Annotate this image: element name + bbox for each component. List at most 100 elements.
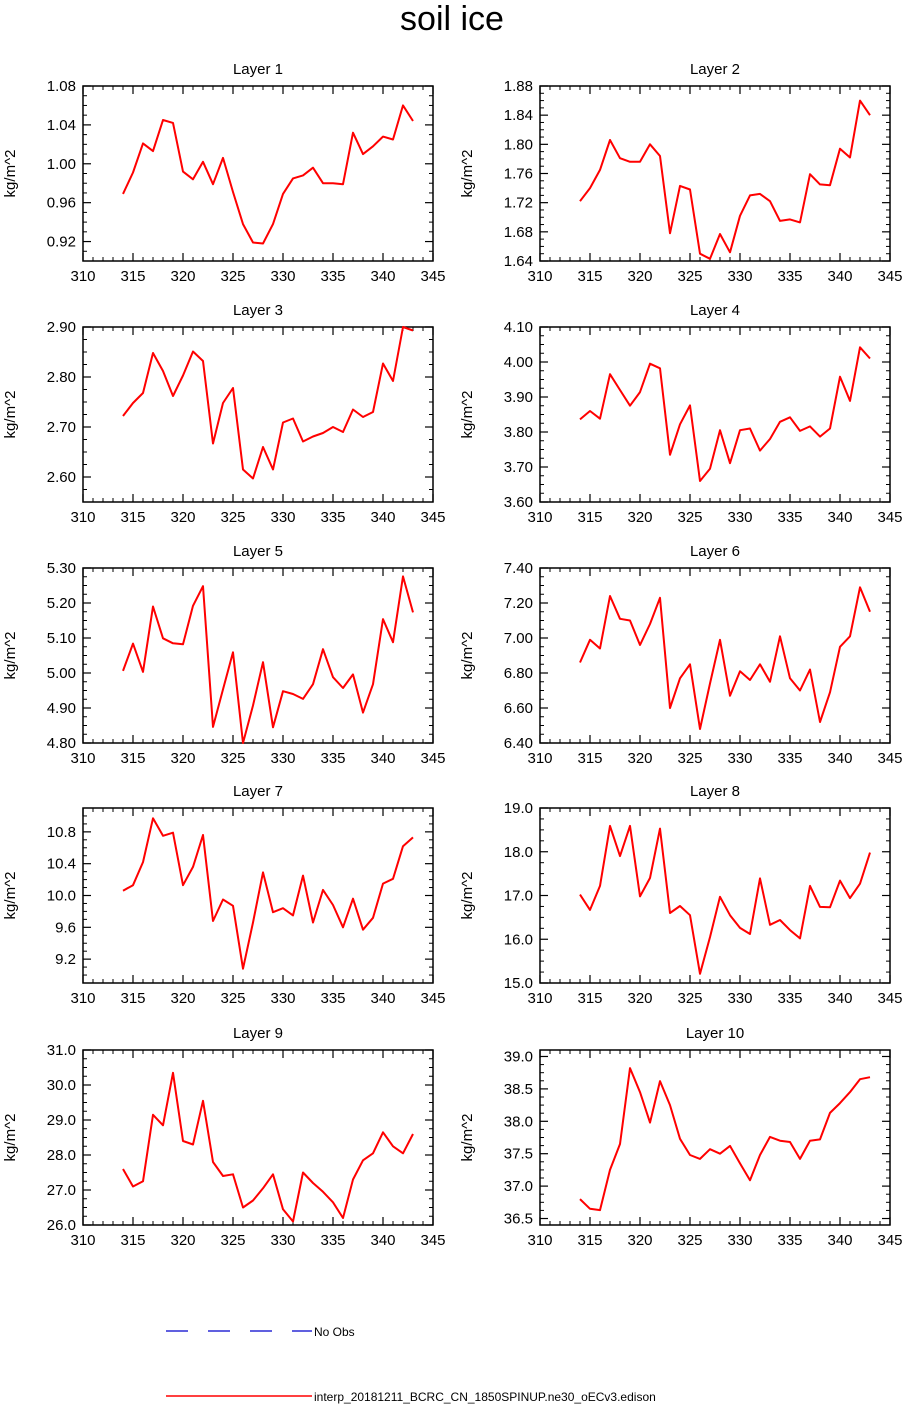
series-line bbox=[122, 1071, 414, 1223]
y-tick-label: 2.90 bbox=[47, 319, 76, 336]
x-tick-label: 320 bbox=[627, 509, 652, 526]
x-tick-label: 340 bbox=[827, 750, 852, 767]
y-tick-label: 39.0 bbox=[504, 1048, 533, 1065]
y-tick-label: 6.60 bbox=[504, 700, 533, 717]
series-line bbox=[579, 586, 871, 730]
x-tick-label: 310 bbox=[527, 509, 552, 526]
plot-frame bbox=[539, 85, 891, 262]
y-tick-label: 1.88 bbox=[504, 78, 533, 95]
page-title: soil ice bbox=[400, 0, 504, 38]
x-tick-label: 340 bbox=[370, 750, 395, 767]
series-line bbox=[122, 817, 414, 970]
y-tick-label: 5.20 bbox=[47, 595, 76, 612]
x-tick-label: 330 bbox=[727, 750, 752, 767]
x-tick-label: 310 bbox=[70, 268, 95, 285]
x-tick-label: 325 bbox=[220, 268, 245, 285]
x-tick-label: 340 bbox=[827, 268, 852, 285]
x-tick-label: 310 bbox=[527, 268, 552, 285]
x-tick-label: 330 bbox=[270, 750, 295, 767]
x-tick-label: 335 bbox=[777, 750, 802, 767]
x-tick-label: 340 bbox=[827, 1232, 852, 1249]
panel-title: Layer 6 bbox=[690, 543, 740, 560]
y-axis-label: kg/m^2 bbox=[459, 872, 476, 920]
y-tick-label: 1.64 bbox=[504, 253, 533, 270]
x-tick-label: 320 bbox=[627, 750, 652, 767]
x-tick-label: 345 bbox=[877, 990, 902, 1007]
chart-panels: Layer 1 kg/m^2 310 315 320 325 330 335 340 345 0.9… bbox=[2, 61, 903, 1249]
x-tick-label: 315 bbox=[120, 990, 145, 1007]
y-tick-label: 3.90 bbox=[504, 389, 533, 406]
x-tick-label: 315 bbox=[120, 509, 145, 526]
x-tick-label: 325 bbox=[677, 750, 702, 767]
x-tick-label: 315 bbox=[120, 268, 145, 285]
y-axis-label: kg/m^2 bbox=[2, 1114, 19, 1162]
panel-title: Layer 8 bbox=[690, 783, 740, 800]
x-tick-label: 335 bbox=[320, 1232, 345, 1249]
x-tick-label: 315 bbox=[577, 750, 602, 767]
x-tick-label: 310 bbox=[70, 750, 95, 767]
x-tick-label: 320 bbox=[627, 268, 652, 285]
y-tick-label: 38.0 bbox=[504, 1113, 533, 1130]
y-tick-label: 18.0 bbox=[504, 844, 533, 861]
y-tick-label: 0.92 bbox=[47, 234, 76, 251]
plot-frame bbox=[539, 326, 891, 503]
panel-title: Layer 3 bbox=[233, 302, 283, 319]
x-tick-label: 335 bbox=[777, 990, 802, 1007]
x-tick-label: 345 bbox=[420, 509, 445, 526]
y-tick-label: 9.2 bbox=[55, 951, 76, 968]
y-tick-label: 16.0 bbox=[504, 931, 533, 948]
x-tick-label: 335 bbox=[320, 268, 345, 285]
x-tick-label: 320 bbox=[170, 509, 195, 526]
y-tick-label: 6.80 bbox=[504, 665, 533, 682]
legend: No Obs interp_20181211_BCRC_CN_1850SPINU… bbox=[166, 1325, 656, 1404]
y-tick-label: 4.00 bbox=[504, 354, 533, 371]
x-tick-label: 315 bbox=[120, 1232, 145, 1249]
x-tick-label: 320 bbox=[170, 268, 195, 285]
chart-panel: Layer 6 kg/m^2 310 315 320 325 330 335 340 345 6.4… bbox=[459, 543, 903, 767]
x-tick-label: 315 bbox=[577, 990, 602, 1007]
plot-frame bbox=[82, 85, 434, 262]
x-tick-label: 345 bbox=[420, 750, 445, 767]
chart-panel: Layer 10 kg/m^2 310 315 320 325 330 335 340 345 36… bbox=[459, 1025, 903, 1249]
x-tick-label: 335 bbox=[777, 1232, 802, 1249]
x-tick-label: 330 bbox=[270, 990, 295, 1007]
y-tick-label: 6.40 bbox=[504, 735, 533, 752]
x-tick-label: 310 bbox=[527, 1232, 552, 1249]
y-tick-label: 36.5 bbox=[504, 1211, 533, 1228]
x-tick-label: 335 bbox=[777, 268, 802, 285]
y-axis-label: kg/m^2 bbox=[459, 391, 476, 439]
y-axis-label: kg/m^2 bbox=[2, 150, 19, 198]
y-tick-label: 4.10 bbox=[504, 319, 533, 336]
y-tick-label: 31.0 bbox=[47, 1042, 76, 1059]
y-axis-label: kg/m^2 bbox=[2, 872, 19, 920]
x-tick-label: 335 bbox=[777, 509, 802, 526]
y-tick-label: 1.04 bbox=[47, 117, 76, 134]
series-line bbox=[579, 1067, 871, 1212]
y-tick-label: 4.90 bbox=[47, 700, 76, 717]
panel-title: Layer 10 bbox=[686, 1025, 744, 1042]
legend-model-label: interp_20181211_BCRC_CN_1850SPINUP.ne30_… bbox=[314, 1390, 656, 1404]
y-tick-label: 0.96 bbox=[47, 195, 76, 212]
chart-panel: Layer 3 kg/m^2 310 315 320 325 330 335 340 345 2.6… bbox=[2, 302, 446, 526]
y-tick-label: 7.40 bbox=[504, 560, 533, 577]
x-tick-label: 345 bbox=[420, 268, 445, 285]
y-tick-label: 7.20 bbox=[504, 595, 533, 612]
chart-panel: Layer 1 kg/m^2 310 315 320 325 330 335 340 345 0.9… bbox=[2, 61, 446, 285]
y-tick-label: 5.10 bbox=[47, 630, 76, 647]
y-tick-label: 1.72 bbox=[504, 195, 533, 212]
panel-title: Layer 7 bbox=[233, 783, 283, 800]
y-tick-label: 30.0 bbox=[47, 1077, 76, 1094]
x-tick-label: 340 bbox=[827, 509, 852, 526]
x-tick-label: 330 bbox=[727, 268, 752, 285]
x-tick-label: 320 bbox=[627, 1232, 652, 1249]
y-tick-label: 37.0 bbox=[504, 1178, 533, 1195]
y-tick-label: 9.6 bbox=[55, 919, 76, 936]
series-line bbox=[122, 575, 414, 744]
y-tick-label: 1.68 bbox=[504, 224, 533, 241]
y-tick-label: 29.0 bbox=[47, 1112, 76, 1129]
plot-frame bbox=[539, 807, 891, 984]
y-tick-label: 10.4 bbox=[47, 856, 76, 873]
x-tick-label: 345 bbox=[877, 750, 902, 767]
chart-panel: Layer 2 kg/m^2 310 315 320 325 330 335 340 345 1.6… bbox=[459, 61, 903, 285]
x-tick-label: 310 bbox=[70, 990, 95, 1007]
